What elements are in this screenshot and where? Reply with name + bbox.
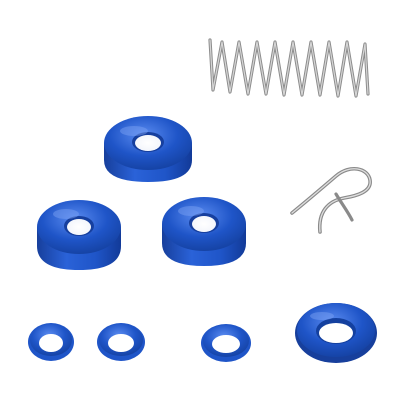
coil-spring-icon xyxy=(208,38,370,98)
o-ring-icon xyxy=(201,324,251,362)
o-ring-icon xyxy=(295,303,377,363)
o-ring-icon xyxy=(28,323,74,361)
cup-seal-icon xyxy=(104,116,192,182)
o-ring-icon xyxy=(97,323,145,361)
cup-seal-icon xyxy=(162,197,246,266)
hairpin-clip-icon xyxy=(290,167,372,234)
cup-seal-icon xyxy=(37,200,121,270)
